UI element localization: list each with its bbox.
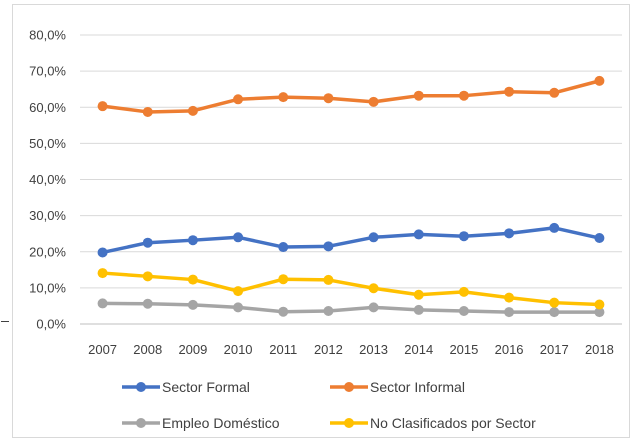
data-point xyxy=(504,86,515,97)
data-point xyxy=(413,90,424,101)
data-point xyxy=(549,297,560,308)
series-lines xyxy=(97,75,605,318)
legend-item: No Clasificados por Sector xyxy=(330,415,536,431)
legend-label: No Clasificados por Sector xyxy=(370,415,536,431)
data-point xyxy=(278,92,289,103)
y-tick-label: 20,0% xyxy=(29,244,66,259)
data-point xyxy=(323,93,334,104)
data-point xyxy=(278,242,289,253)
data-point xyxy=(187,235,198,246)
x-tick-label: 2008 xyxy=(133,342,162,357)
data-point xyxy=(233,94,244,105)
legend-item: Sector Formal xyxy=(122,379,250,395)
data-point xyxy=(97,268,108,279)
y-axis-ticks: 0,0% 10,0% 20,0% 30,0% 40,0% 50,0% 60,0% 70,0% 8… xyxy=(29,28,66,332)
data-point xyxy=(142,298,153,309)
data-point xyxy=(594,75,605,86)
legend-item: Sector Informal xyxy=(330,379,465,395)
series-line xyxy=(100,79,602,114)
data-point xyxy=(97,247,108,258)
y-tick-label: 70,0% xyxy=(29,64,66,79)
data-point xyxy=(458,90,469,101)
data-point xyxy=(97,101,108,112)
legend-marker xyxy=(344,382,354,392)
side-tick-mark xyxy=(1,321,9,322)
series-3 xyxy=(97,268,605,310)
data-point xyxy=(97,298,108,309)
x-axis-ticks: 2007 2008 2009 2010 2011 2012 2013 2014 2015 2016… xyxy=(88,342,614,357)
data-point xyxy=(323,274,334,285)
data-point xyxy=(278,306,289,317)
x-tick-label: 2010 xyxy=(224,342,253,357)
y-tick-label: 0,0% xyxy=(36,317,66,332)
legend-marker xyxy=(344,418,354,428)
data-point xyxy=(187,274,198,285)
y-tick-label: 10,0% xyxy=(29,280,66,295)
y-tick-label: 30,0% xyxy=(29,208,66,223)
x-tick-label: 2011 xyxy=(269,342,297,357)
series-0 xyxy=(97,222,605,258)
data-point xyxy=(142,271,153,282)
data-point xyxy=(323,305,334,316)
y-tick-label: 40,0% xyxy=(29,172,66,187)
data-point xyxy=(594,233,605,244)
data-point xyxy=(323,241,334,252)
x-tick-label: 2009 xyxy=(178,342,207,357)
data-point xyxy=(187,299,198,310)
legend-label: Sector Formal xyxy=(162,379,250,395)
data-point xyxy=(458,286,469,297)
legend-label: Empleo Doméstico xyxy=(162,415,280,431)
data-point xyxy=(504,228,515,239)
data-point xyxy=(413,289,424,300)
gridlines xyxy=(80,34,622,325)
data-point xyxy=(549,307,560,318)
data-point xyxy=(594,307,605,318)
x-tick-label: 2007 xyxy=(88,342,117,357)
data-point xyxy=(142,106,153,117)
data-point xyxy=(278,274,289,285)
data-point xyxy=(368,96,379,107)
x-tick-label: 2017 xyxy=(540,342,569,357)
x-tick-label: 2013 xyxy=(359,342,388,357)
y-tick-label: 80,0% xyxy=(29,28,66,43)
legend: Sector Formal Sector Informal Empleo Domés… xyxy=(122,379,536,431)
y-tick-label: 50,0% xyxy=(29,136,66,151)
x-tick-label: 2012 xyxy=(314,342,343,357)
data-point xyxy=(413,304,424,315)
data-point xyxy=(549,87,560,98)
data-point xyxy=(368,283,379,294)
data-point xyxy=(594,299,605,310)
legend-marker xyxy=(136,418,146,428)
series-line xyxy=(100,271,602,307)
data-point xyxy=(413,229,424,240)
data-point xyxy=(458,305,469,316)
data-point xyxy=(368,302,379,313)
x-tick-label: 2018 xyxy=(585,342,614,357)
data-point xyxy=(549,222,560,233)
data-point xyxy=(233,286,244,297)
x-tick-label: 2015 xyxy=(449,342,478,357)
series-line xyxy=(100,301,602,314)
legend-item: Empleo Doméstico xyxy=(122,415,280,431)
series-1 xyxy=(97,75,605,117)
data-point xyxy=(142,237,153,248)
data-point xyxy=(504,307,515,318)
chart-frame xyxy=(12,4,630,438)
data-point xyxy=(458,231,469,242)
y-tick-label: 60,0% xyxy=(29,100,66,115)
legend-label: Sector Informal xyxy=(370,379,465,395)
x-tick-label: 2016 xyxy=(495,342,524,357)
data-point xyxy=(233,232,244,243)
data-point xyxy=(187,105,198,116)
data-point xyxy=(233,302,244,313)
series-2 xyxy=(97,298,605,318)
data-point xyxy=(504,292,515,303)
legend-marker xyxy=(136,382,146,392)
data-point xyxy=(368,232,379,243)
series-line xyxy=(100,226,602,255)
x-tick-label: 2014 xyxy=(404,342,433,357)
